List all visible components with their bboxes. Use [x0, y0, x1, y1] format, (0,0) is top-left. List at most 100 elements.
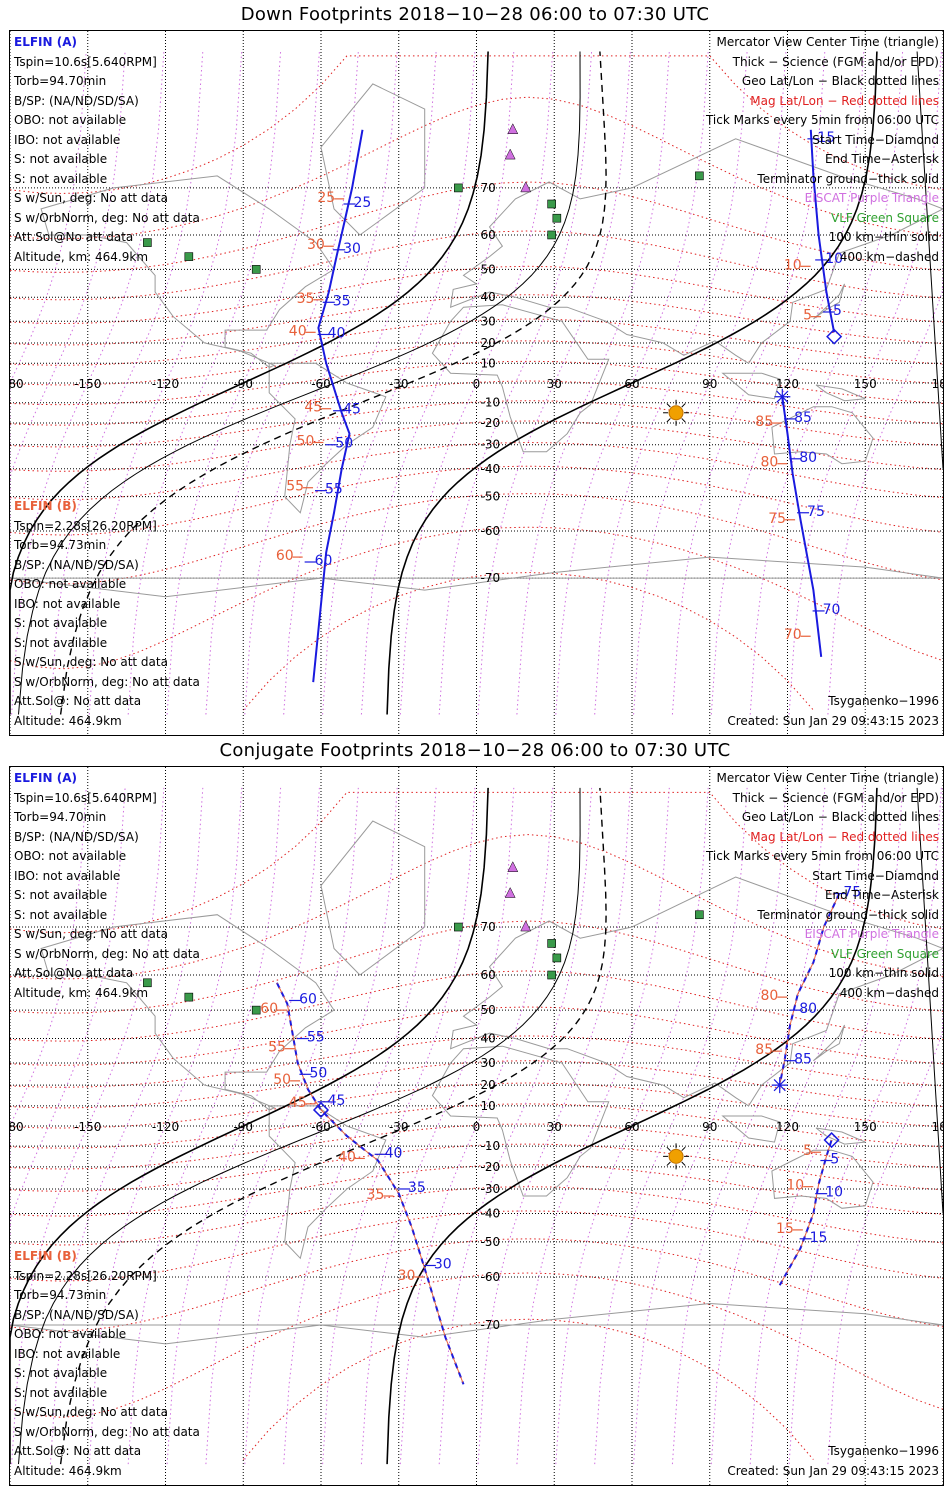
legend-line: IBO: not available [14, 596, 121, 611]
vlf-site-square [184, 252, 194, 261]
legend-line: Altitude: 464.9km [14, 1463, 122, 1478]
coastline [320, 820, 426, 976]
coastline [721, 372, 781, 400]
tick-label-a: 70 [823, 602, 841, 618]
footprint-track [809, 129, 836, 333]
footprint-track [276, 982, 465, 1385]
mag-lat-line [10, 1272, 943, 1418]
vlf-site-square [184, 992, 194, 1002]
lat-tick-label: -50 [481, 490, 501, 504]
legend-line: 400 km−dashed [839, 985, 939, 1000]
coastline [449, 876, 943, 1107]
mag-lat-line [10, 1082, 943, 1129]
sun-ray [666, 1146, 671, 1152]
legend-line: S: not available [14, 907, 108, 922]
legend-line: Terminator ground−thick solid [757, 171, 939, 186]
mag-lon-line [788, 787, 942, 1465]
lat-tick-label: 30 [481, 314, 496, 328]
coastline [815, 384, 866, 402]
legend-line: B/SP: (NA/ND/SD/SA) [14, 557, 139, 572]
legend-line: Att.Sol@No att data [14, 966, 134, 980]
footprint-track-b [779, 893, 840, 1086]
footprint-track [778, 1139, 833, 1286]
mag-lon-line [438, 51, 593, 715]
legend-line: Thick − Science (FGM and/or EPD) [732, 790, 939, 805]
coastline [431, 1045, 610, 1197]
legend-line: S w/Sun, deg: No att data [14, 1405, 168, 1419]
lon-tick-label: 90 [702, 377, 717, 391]
legend-line: EISCAT Purple Triangle [804, 191, 939, 205]
lat-tick-label: 10 [481, 356, 496, 370]
mag-lon-line [555, 787, 709, 1465]
vlf-site-square [552, 953, 562, 963]
legend-line: S w/OrbNorm, deg: No att data [14, 674, 200, 689]
lon-tick-label: 90 [702, 1120, 717, 1134]
legend-right: Mercator View Center Time (triangle) Thi… [706, 769, 939, 1003]
tick-label-a: 60 [315, 553, 333, 569]
coastline [721, 1115, 781, 1143]
mag-lat-line [10, 791, 943, 934]
tick-label-a: 15 [810, 1230, 828, 1246]
legend-line: Tspin=2.28s[26.20RPM] [14, 518, 157, 533]
lat-tick-label: 20 [481, 1078, 496, 1092]
vlf-site-square [547, 939, 556, 948]
lat-tick-label: -60 [481, 524, 501, 538]
lon-tick-label: -120 [152, 377, 179, 391]
lon-tick-label: 180 [932, 377, 943, 391]
tick-label-b: 55 [268, 1040, 286, 1056]
tick-label-b: 30 [398, 1268, 416, 1284]
mag-lon-line [749, 787, 904, 1465]
legend-line: 100 km−thin solid [828, 966, 939, 980]
lat-tick-label: -40 [481, 462, 501, 476]
lon-tick-label: -60 [311, 377, 331, 391]
mag-lat-line [10, 181, 943, 273]
tick-label-b: 40 [338, 1149, 356, 1165]
mag-lon-line [438, 787, 593, 1465]
tick-label-a: 5 [830, 1152, 839, 1168]
sun-ray [681, 1161, 686, 1166]
tick-label-a: 45 [343, 402, 361, 418]
vlf-site-square [547, 970, 556, 980]
lon-tick-label: 60 [624, 377, 639, 391]
lon-tick-label: 30 [547, 377, 562, 391]
legend-line: Tspin=10.6s[5.640RPM] [14, 54, 157, 69]
lat-tick-label: -10 [481, 396, 501, 410]
mag-lon-line [516, 787, 670, 1465]
sun-ray [681, 403, 686, 408]
legend-line: IBO: not available [14, 1346, 121, 1361]
lat-tick-label: 20 [481, 336, 496, 350]
elfin-b-label: ELFIN (B) [14, 499, 77, 513]
lon-tick-label: 0 [473, 377, 481, 391]
tick-label-a: 10 [825, 251, 843, 267]
tick-label-a: 30 [343, 241, 361, 257]
legend-line: VLF Green Square [830, 210, 939, 225]
legend-line: S: not available [14, 152, 108, 166]
tick-label-a: 80 [799, 450, 817, 466]
end-asterisk [773, 1079, 786, 1092]
mag-lon-line [10, 51, 126, 715]
created-label: Created: Sun Jan 29 09:43:15 2023 [727, 1463, 939, 1478]
lon-tick-label: -180 [10, 377, 24, 391]
vlf-site-square [251, 1005, 261, 1015]
legend-line: IBO: not available [14, 868, 121, 883]
coastline [268, 362, 387, 514]
lon-tick-label: 150 [854, 377, 877, 391]
coastline [813, 1024, 845, 1062]
mag-lon-line [49, 787, 204, 1465]
tick-label-b: 60 [276, 548, 294, 564]
terminator-100km [18, 787, 581, 1465]
legend-line: Torb=94.70min [14, 810, 107, 824]
start-diamond [312, 1101, 330, 1119]
coastline [771, 1149, 874, 1209]
vlf-site-square [547, 230, 556, 240]
tick-label-b: 10 [784, 257, 802, 273]
mag-lon-line [827, 787, 943, 1465]
legend-line: Tspin=2.28s[26.20RPM] [14, 1268, 157, 1283]
map-conjugate: -180 -150 -120 -90 -60 -30 0 30 60 90 120 150 180 70 6… [10, 767, 943, 1485]
tick-label-a: 40 [385, 1145, 403, 1161]
lat-tick-label: 60 [481, 968, 496, 982]
legend-line: Att.Sol@: No att data [14, 694, 142, 708]
mag-lon-line [399, 787, 554, 1465]
tick-label-a: 45 [328, 1093, 346, 1109]
footprint-track [778, 893, 841, 1086]
